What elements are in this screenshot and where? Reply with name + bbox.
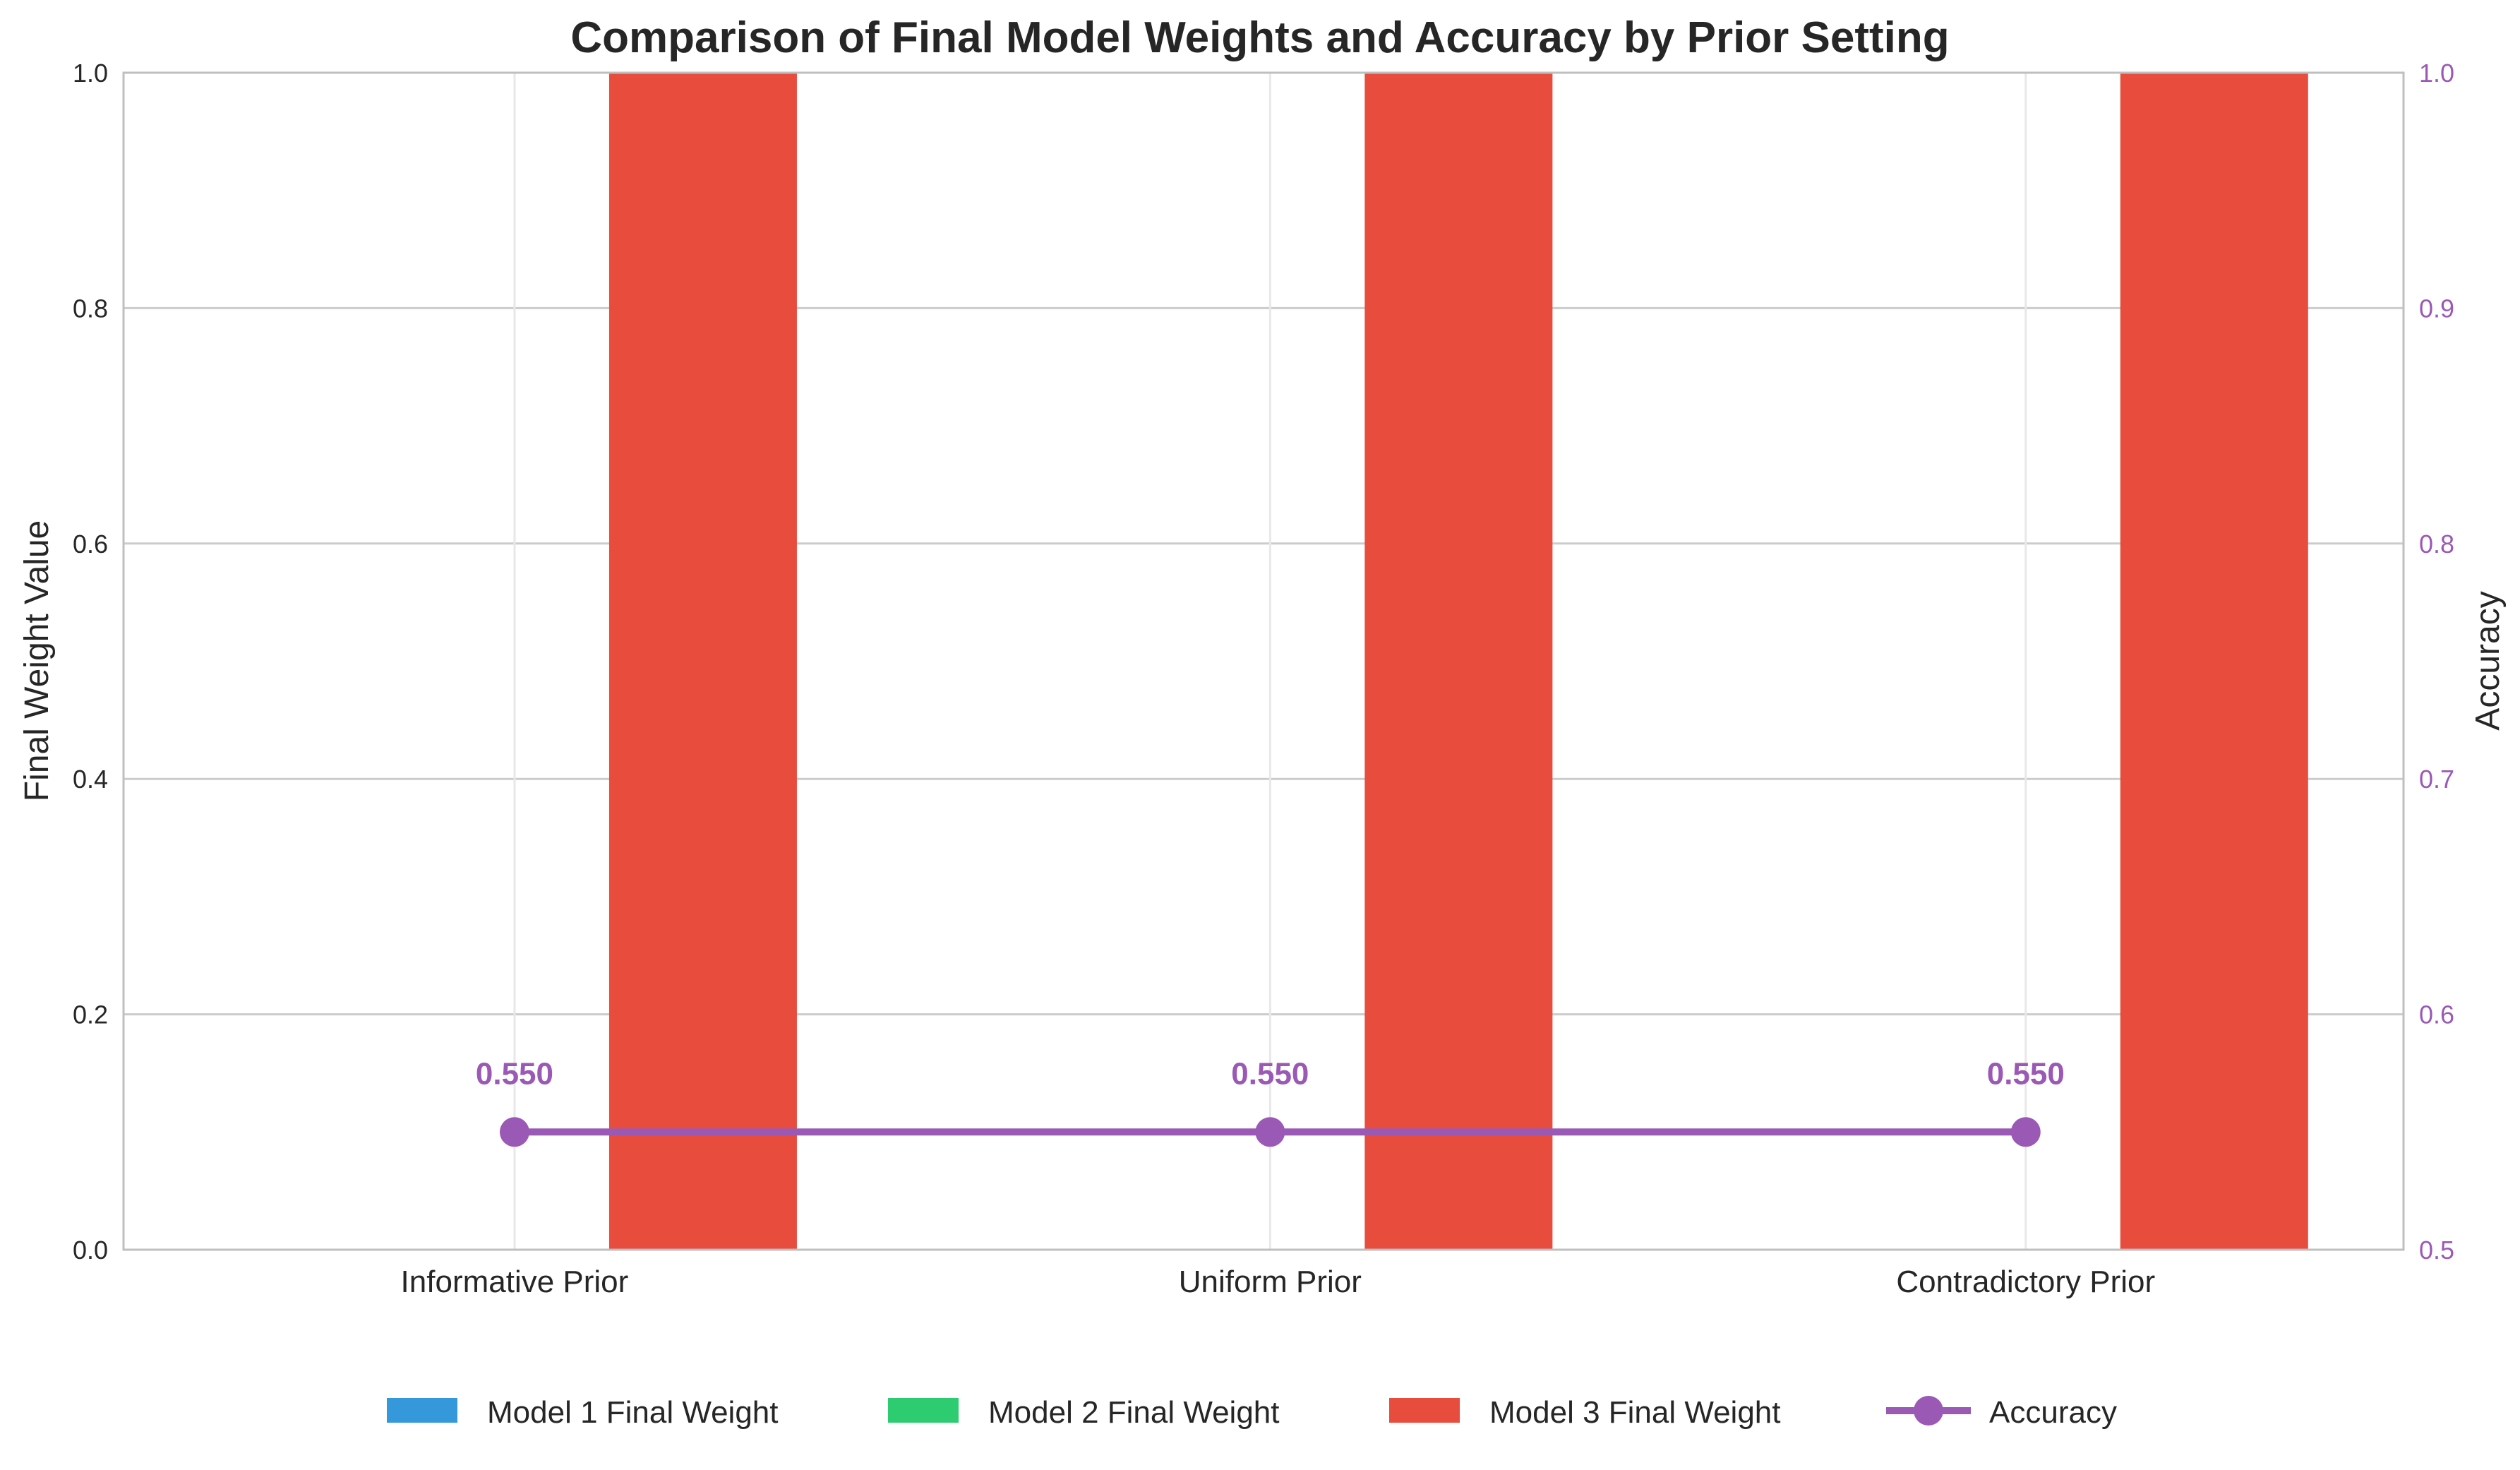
y-tick-label: 0.4: [73, 765, 108, 794]
y-tick-label-right: 0.6: [2419, 1000, 2454, 1029]
y-axis-label-right: Accuracy: [2469, 591, 2507, 730]
bar-model-3-final-weight: [608, 73, 797, 1250]
accuracy-point: [2010, 1117, 2041, 1147]
accuracy-line: 0.550 0.550 0.550: [476, 1056, 2065, 1147]
y-axis-label: Final Weight Value: [18, 520, 56, 801]
bar-model-3-final-weight: [1364, 73, 1553, 1250]
y-tick-label: 0.2: [73, 1000, 108, 1029]
axes: [122, 71, 2405, 1251]
y-tick-label-right: 0.7: [2419, 765, 2454, 794]
y-tick-label: 0.8: [73, 294, 108, 323]
y-tick-label-right: 1.0: [2419, 59, 2454, 88]
accuracy-data-label: 0.550: [1231, 1056, 1309, 1091]
legend-swatch: [387, 1398, 457, 1423]
legend-swatch: [888, 1398, 959, 1423]
accuracy-data-label: 0.550: [1987, 1056, 2065, 1091]
y-tick-label-right: 0.8: [2419, 530, 2454, 558]
y-tick-label-right: 0.9: [2419, 294, 2454, 323]
y-tick-label-right: 0.5: [2419, 1236, 2454, 1265]
x-tick-label: Contradictory Prior: [1896, 1265, 2155, 1299]
x-tick-label: Informative Prior: [401, 1265, 629, 1299]
legend-label: Accuracy: [1989, 1395, 2117, 1430]
legend-swatch-marker: [1914, 1396, 1943, 1426]
accuracy-point: [499, 1117, 529, 1147]
ticks: 0.0 0.2 0.4 0.6 0.8 1.0 0.5 0.6 0.7 0.8 0.9 1.0 Info…: [73, 59, 2454, 1299]
bar-model-3-final-weight: [2120, 73, 2308, 1250]
y-tick-label: 0.6: [73, 530, 108, 558]
legend-label: Model 2 Final Weight: [988, 1395, 1280, 1430]
chart-title: Comparison of Final Model Weights and Ac…: [570, 13, 1949, 62]
y-tick-label: 1.0: [73, 59, 108, 88]
y-tick-label: 0.0: [73, 1236, 108, 1265]
x-tick-label: Uniform Prior: [1179, 1265, 1362, 1299]
bars: [608, 73, 2308, 1250]
legend: Model 1 Final Weight Model 2 Final Weight…: [387, 1395, 2117, 1430]
legend-label: Model 3 Final Weight: [1489, 1395, 1781, 1430]
accuracy-point: [1255, 1117, 1285, 1147]
legend-swatch: [1389, 1398, 1460, 1423]
plot-frame: [122, 71, 2405, 1251]
legend-label: Model 1 Final Weight: [487, 1395, 779, 1430]
accuracy-data-label: 0.550: [476, 1056, 553, 1091]
